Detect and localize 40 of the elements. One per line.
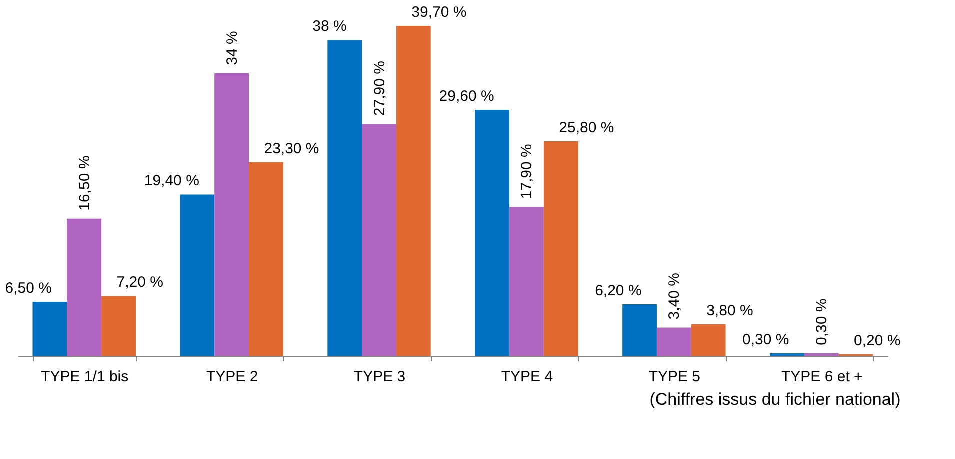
bar [32, 302, 68, 356]
bar [67, 218, 102, 356]
bar [622, 304, 657, 356]
x-tick-label: TYPE 6 et + [781, 368, 864, 386]
data-label: 38 % [312, 18, 347, 36]
bar [691, 324, 726, 356]
text: (Chiffres issus du fichier national) [650, 390, 901, 409]
bar [510, 207, 544, 356]
bar [249, 162, 284, 356]
x-tick-label: TYPE 1/1 bis [41, 368, 129, 386]
bar [214, 73, 250, 356]
bar [544, 142, 578, 356]
data-label: 16,50 % [76, 156, 94, 211]
bar [656, 328, 692, 356]
data-label: 3,40 % [666, 273, 684, 320]
data-label: 19,40 % [144, 172, 200, 190]
data-label: 3,80 % [706, 302, 754, 320]
bar [475, 110, 510, 356]
data-label: 27,90 % [371, 61, 388, 116]
data-label: 6,20 % [595, 282, 642, 300]
data-label: 29,60 % [439, 88, 494, 105]
data-label: 34 % [224, 31, 241, 66]
x-tick-label: TYPE 5 [648, 368, 701, 386]
bar [102, 296, 136, 356]
data-label: 23,30 % [264, 140, 320, 158]
x-tick-label: TYPE 4 [501, 368, 554, 386]
x-tick-label: TYPE 2 [206, 368, 258, 386]
data-label: 17,90 % [518, 144, 536, 200]
bar [328, 40, 362, 356]
data-label: 0,30 % [814, 298, 831, 346]
data-label: 25,80 % [559, 120, 614, 137]
data-label: 0,20 % [854, 332, 901, 350]
bar [396, 26, 431, 356]
bar [180, 194, 215, 356]
data-label: 6,50 % [5, 280, 52, 297]
bar [362, 124, 396, 356]
data-label: 0,30 % [742, 332, 790, 349]
x-tick-label: TYPE 3 [354, 368, 406, 386]
data-label: 39,70 % [412, 4, 467, 21]
data-label: 7,20 % [116, 274, 164, 292]
